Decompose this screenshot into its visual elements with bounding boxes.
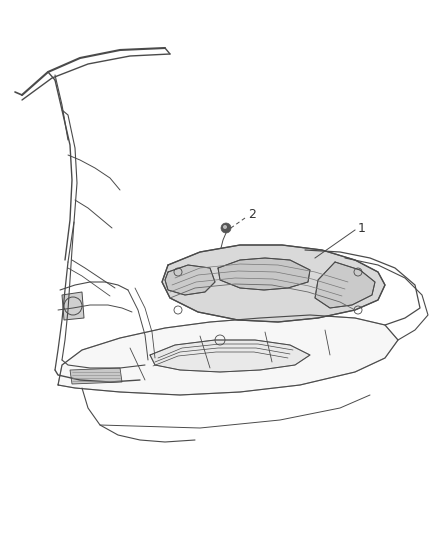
Text: 2: 2 bbox=[248, 208, 256, 222]
Polygon shape bbox=[62, 292, 84, 320]
Polygon shape bbox=[218, 258, 310, 290]
Polygon shape bbox=[58, 315, 398, 395]
Polygon shape bbox=[165, 265, 215, 295]
Circle shape bbox=[221, 223, 231, 233]
Polygon shape bbox=[70, 368, 122, 384]
Polygon shape bbox=[150, 340, 310, 372]
Circle shape bbox=[223, 225, 227, 229]
Text: 1: 1 bbox=[358, 222, 366, 235]
Polygon shape bbox=[162, 245, 385, 322]
Polygon shape bbox=[315, 262, 375, 308]
